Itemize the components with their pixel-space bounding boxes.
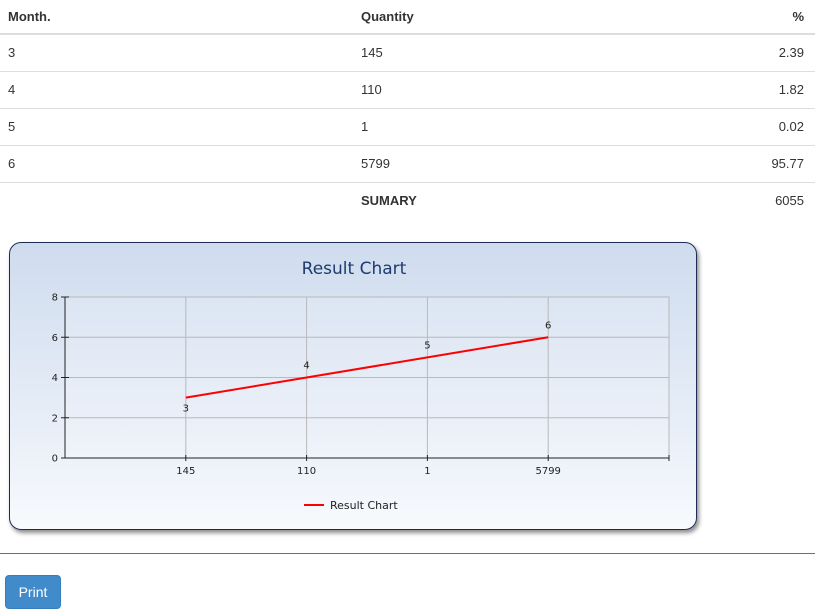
summary-empty-cell <box>0 181 353 219</box>
x-tick-label: 1 <box>424 466 430 477</box>
cell-percent: 95.77 <box>715 144 815 182</box>
chart-grid <box>64 296 670 459</box>
summary-row: SUMARY 6055 <box>0 181 815 219</box>
header-quantity: Quantity <box>353 0 715 35</box>
table-header-row: Month. Quantity % <box>0 0 815 35</box>
table-row: 5 1 0.02 <box>0 107 815 145</box>
header-month: Month. <box>0 0 353 35</box>
data-point-label: 6 <box>545 320 551 331</box>
cell-month: 3 <box>8 45 16 61</box>
results-table: Month. Quantity % 3 145 2.39 4 110 1.82 … <box>0 0 815 219</box>
result-chart-panel: Result Chart 0 2 4 6 8 145 110 1 5799 3 4 5 6 Resul… <box>9 242 697 530</box>
legend-label: Result Chart <box>330 499 398 512</box>
cell-month: 5 <box>0 107 353 145</box>
cell-quantity: 145 <box>361 45 383 61</box>
cell-quantity: 1 <box>353 107 715 145</box>
cell-month: 4 <box>0 70 353 108</box>
cell-quantity: 110 <box>353 70 715 108</box>
data-point-label: 3 <box>183 404 189 415</box>
table-row: 6 5799 95.77 <box>0 144 815 182</box>
table-row: 4 110 1.82 <box>0 70 815 108</box>
cell-percent: 2.39 <box>778 45 804 61</box>
chart-series: 3 4 5 6 <box>183 320 552 414</box>
result-chart: Result Chart 0 2 4 6 8 145 110 1 5799 3 4 5 6 Resul… <box>52 259 670 512</box>
cell-percent: 0.02 <box>715 107 815 145</box>
y-tick-label: 8 <box>52 293 58 304</box>
chart-title: Result Chart <box>302 259 407 279</box>
print-button[interactable]: Print <box>5 575 61 609</box>
x-tick-label: 110 <box>297 466 316 477</box>
x-tick-label: 5799 <box>535 466 560 477</box>
data-point-label: 4 <box>303 361 309 372</box>
cell-month: 6 <box>0 144 353 182</box>
y-tick-label: 4 <box>52 373 58 384</box>
summary-value: 6055 <box>715 181 815 219</box>
table-row: 3 145 2.39 <box>0 34 815 71</box>
x-tick-label: 145 <box>176 466 195 477</box>
y-tick-label: 2 <box>52 413 58 424</box>
y-tick-label: 6 <box>52 333 58 344</box>
data-point-label: 5 <box>424 340 430 351</box>
y-tick-label: 0 <box>52 454 58 465</box>
section-divider <box>0 553 815 554</box>
cell-percent: 1.82 <box>715 70 815 108</box>
summary-label: SUMARY <box>353 181 715 219</box>
chart-axes: 0 2 4 6 8 145 110 1 5799 <box>52 293 670 477</box>
cell-quantity: 5799 <box>353 144 715 182</box>
series-line <box>185 336 549 399</box>
header-percent: % <box>715 0 815 35</box>
chart-legend: Result Chart <box>304 499 398 512</box>
